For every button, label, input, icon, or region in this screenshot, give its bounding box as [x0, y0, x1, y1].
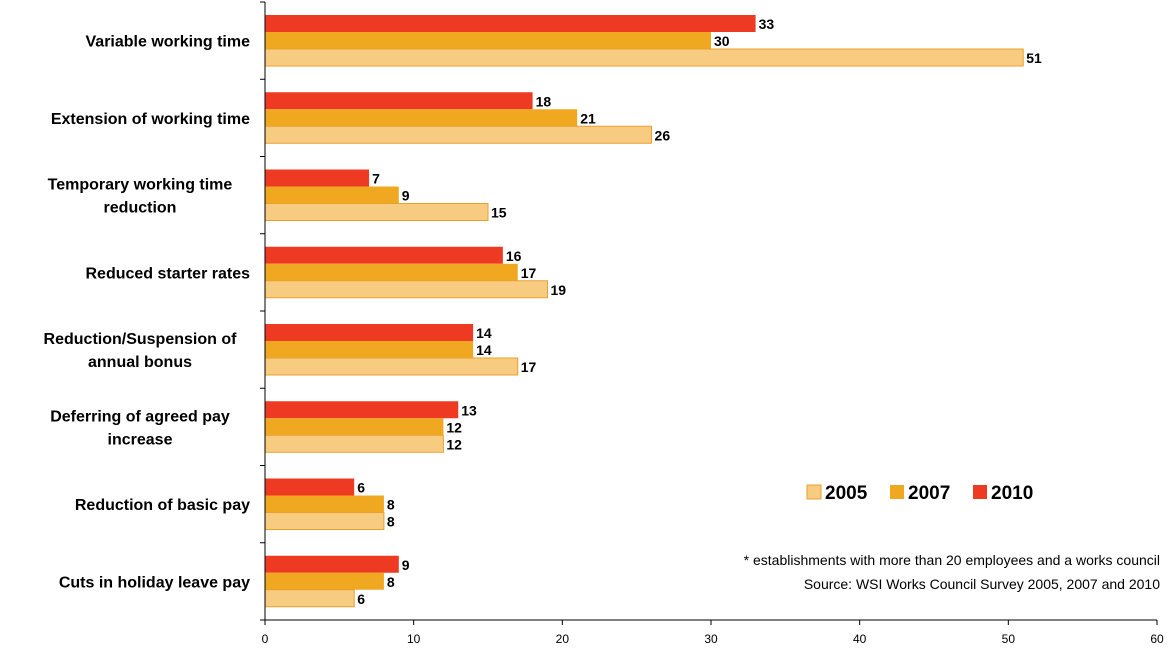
- bar-2010-1: [265, 92, 533, 110]
- footnote-text: * establishments with more than 20 emplo…: [744, 552, 1160, 568]
- data-label-2005-4: 17: [521, 359, 537, 375]
- data-label-2007-2: 9: [402, 188, 410, 204]
- category-label-4-line-0: Reduction/Suspension of: [44, 331, 238, 348]
- data-label-2005-3: 19: [550, 282, 566, 298]
- data-label-2005-5: 12: [446, 436, 462, 452]
- data-label-2010-2: 7: [372, 171, 380, 187]
- bar-2005-0: [264, 48, 1024, 67]
- bar-2007-6: [265, 495, 384, 513]
- bar-2010-4: [265, 324, 474, 341]
- x-tick-label-6: 60: [1150, 632, 1164, 646]
- category-label-5-line-1: increase: [108, 431, 173, 448]
- data-label-2005-7: 6: [357, 591, 365, 607]
- data-label-2005-2: 15: [491, 205, 507, 221]
- bar-2007-4: [265, 341, 474, 358]
- data-label-2010-1: 18: [536, 93, 552, 109]
- category-label-2-line-0: Temporary working time: [48, 177, 233, 194]
- category-label-5-line-0: Deferring of agreed pay: [50, 408, 230, 425]
- bar-2010-7: [265, 555, 399, 573]
- data-label-2007-6: 8: [387, 497, 395, 513]
- bar-2005-7: [264, 589, 355, 608]
- data-label-2010-0: 33: [759, 16, 775, 32]
- bar-2007-2: [265, 186, 399, 204]
- data-label-2010-4: 14: [476, 325, 492, 341]
- legend: 2005 2007 2010: [806, 483, 1033, 504]
- bar-2010-5: [265, 401, 459, 419]
- legend-swatch-2005: [806, 484, 822, 500]
- bar-2010-0: [265, 15, 756, 32]
- data-label-2010-6: 6: [357, 480, 365, 496]
- bar-2007-3: [265, 263, 518, 281]
- category-label-2-line-1: reduction: [104, 200, 177, 217]
- data-label-2005-0: 51: [1026, 50, 1042, 66]
- category-labels: Variable working time Extension of workin…: [44, 34, 251, 592]
- bar-2010-2: [265, 169, 370, 187]
- x-tick-label-0: 0: [262, 632, 269, 646]
- category-label-4-line-1: annual bonus: [88, 354, 192, 371]
- bar-2005-3: [264, 280, 548, 299]
- legend-swatch-2010: [973, 485, 987, 499]
- bar-2010-3: [265, 246, 503, 264]
- x-tick-label-3: 30: [704, 632, 718, 646]
- bar-2005-1: [264, 125, 653, 144]
- bar-2005-2: [264, 203, 489, 221]
- category-label-0-line-0: Variable working time: [86, 34, 251, 51]
- axes-group: 0 10 20 30 40 50 60: [260, 1, 1164, 646]
- category-label-1-line-0: Extension of working time: [51, 111, 250, 128]
- data-label-2005-1: 26: [655, 127, 671, 143]
- bar-2010-6: [265, 478, 355, 496]
- data-label-2010-3: 16: [506, 248, 522, 264]
- data-label-2007-0: 30: [714, 33, 730, 49]
- data-label-2007-5: 12: [446, 419, 462, 435]
- category-label-3-line-0: Reduced starter rates: [85, 265, 250, 282]
- source-text: Source: WSI Works Council Survey 2005, 2…: [804, 576, 1160, 592]
- data-label-2010-7: 9: [402, 557, 410, 573]
- bar-2007-0: [265, 32, 711, 49]
- data-label-2007-3: 17: [521, 265, 537, 281]
- bar-2005-5: [264, 434, 444, 453]
- bar-2005-6: [264, 512, 385, 530]
- x-tick-label-2: 20: [556, 632, 570, 646]
- bar-2007-7: [265, 572, 384, 590]
- x-tick-label-1: 10: [407, 632, 421, 646]
- legend-label-2010: 2010: [991, 483, 1033, 504]
- legend-label-2005: 2005: [825, 483, 868, 504]
- data-label-2010-5: 13: [461, 402, 477, 418]
- data-label-2005-6: 8: [387, 514, 395, 530]
- x-tick-label-5: 50: [1002, 632, 1016, 646]
- data-label-2007-4: 14: [476, 342, 492, 358]
- bar-2007-5: [265, 418, 444, 436]
- x-tick-label-4: 40: [853, 632, 867, 646]
- bar-2007-1: [265, 109, 578, 127]
- bar-2005-4: [264, 357, 519, 376]
- category-label-7-line-0: Cuts in holiday leave pay: [59, 574, 250, 591]
- data-label-2007-7: 8: [387, 574, 395, 590]
- legend-label-2007: 2007: [908, 483, 950, 504]
- category-label-6-line-0: Reduction of basic pay: [75, 497, 250, 514]
- data-label-2007-1: 21: [580, 110, 596, 126]
- legend-swatch-2007: [890, 485, 904, 499]
